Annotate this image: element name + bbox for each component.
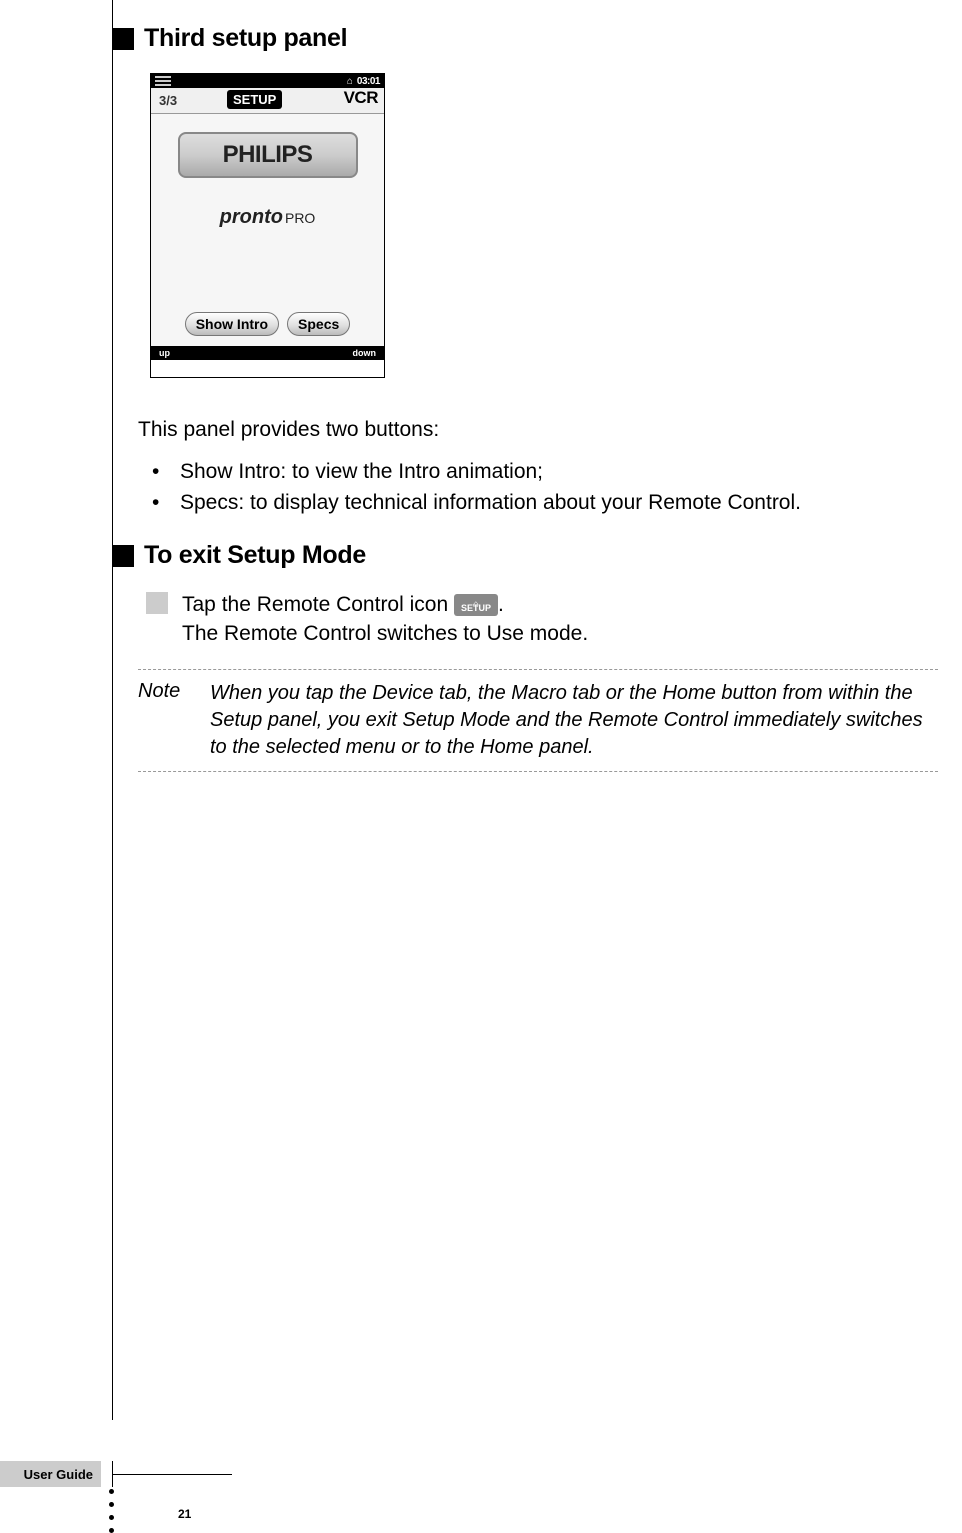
exit-line1b: . bbox=[498, 593, 504, 616]
remote-screenshot: ⌂ 03:01 3/3 SETUP VCR PHILIPS prontoPRO … bbox=[150, 73, 385, 378]
exit-line2: The Remote Control switches to Use mode. bbox=[182, 622, 588, 645]
setup-tab: SETUP bbox=[227, 90, 282, 109]
remote-bottombar: up down bbox=[151, 346, 384, 360]
footer-horizontal-rule bbox=[112, 1474, 232, 1475]
remote-topbar: ⌂ 03:01 bbox=[151, 74, 384, 88]
philips-logo: PHILIPS bbox=[178, 132, 358, 178]
heading-text-2: To exit Setup Mode bbox=[144, 541, 366, 570]
show-intro-button: Show Intro bbox=[185, 312, 279, 336]
device-tab: VCR bbox=[344, 88, 378, 108]
list-item: •Specs: to display technical information… bbox=[152, 489, 938, 517]
section-heading-1: Third setup panel bbox=[112, 24, 938, 53]
footer-dots bbox=[109, 1489, 114, 1533]
clock-time: 03:01 bbox=[357, 76, 380, 87]
bullet-text-1: Specs: to display technical information … bbox=[180, 489, 801, 517]
section-heading-2: To exit Setup Mode bbox=[112, 541, 938, 570]
specs-button: Specs bbox=[287, 312, 350, 336]
remote-button-row: Show Intro Specs bbox=[151, 312, 384, 336]
left-vertical-rule bbox=[112, 0, 113, 1420]
exit-block: Tap the Remote Control icon SETUP. The R… bbox=[146, 590, 938, 649]
page-footer: User Guide 21 bbox=[0, 1461, 962, 1487]
bullet-dot: • bbox=[152, 489, 180, 517]
bullet-text-0: Show Intro: to view the Intro animation; bbox=[180, 458, 543, 486]
note-block: Note When you tap the Device tab, the Ma… bbox=[138, 669, 938, 772]
exit-text: Tap the Remote Control icon SETUP. The R… bbox=[182, 590, 588, 649]
menu-icon bbox=[155, 76, 171, 86]
page-number: 21 bbox=[178, 1507, 191, 1521]
intro-line: This panel provides two buttons: bbox=[138, 416, 938, 444]
pronto-suffix: PRO bbox=[285, 210, 315, 226]
list-item: •Show Intro: to view the Intro animation… bbox=[152, 458, 938, 486]
body-text-block: This panel provides two buttons: •Show I… bbox=[138, 416, 938, 517]
note-text: When you tap the Device tab, the Macro t… bbox=[210, 680, 938, 761]
setup-inline-icon: SETUP bbox=[454, 594, 498, 616]
heading-marker bbox=[112, 545, 134, 567]
note-label: Note bbox=[138, 680, 210, 761]
bottom-up-label: up bbox=[159, 348, 170, 358]
page-indicator: 3/3 bbox=[159, 93, 177, 108]
bullet-dot: • bbox=[152, 458, 180, 486]
footer-label: User Guide bbox=[24, 1467, 93, 1482]
footer-bar: User Guide bbox=[0, 1461, 101, 1487]
pronto-text: pronto bbox=[220, 206, 283, 229]
step-marker bbox=[146, 592, 168, 614]
heading-marker bbox=[112, 28, 134, 50]
page-content: Third setup panel ⌂ 03:01 3/3 SETUP VCR … bbox=[118, 24, 938, 772]
topbar-right: ⌂ 03:01 bbox=[347, 76, 380, 87]
heading-text-1: Third setup panel bbox=[144, 24, 347, 53]
bullet-list: •Show Intro: to view the Intro animation… bbox=[152, 458, 938, 517]
exit-row: Tap the Remote Control icon SETUP. The R… bbox=[146, 590, 938, 649]
remote-tab-row: 3/3 SETUP VCR bbox=[151, 88, 384, 114]
exit-line1a: Tap the Remote Control icon bbox=[182, 593, 454, 616]
bottom-down-label: down bbox=[353, 348, 377, 358]
pronto-logo: prontoPRO bbox=[220, 206, 316, 229]
home-icon: ⌂ bbox=[347, 76, 353, 87]
remote-body: PHILIPS prontoPRO Show Intro Specs bbox=[151, 114, 384, 346]
